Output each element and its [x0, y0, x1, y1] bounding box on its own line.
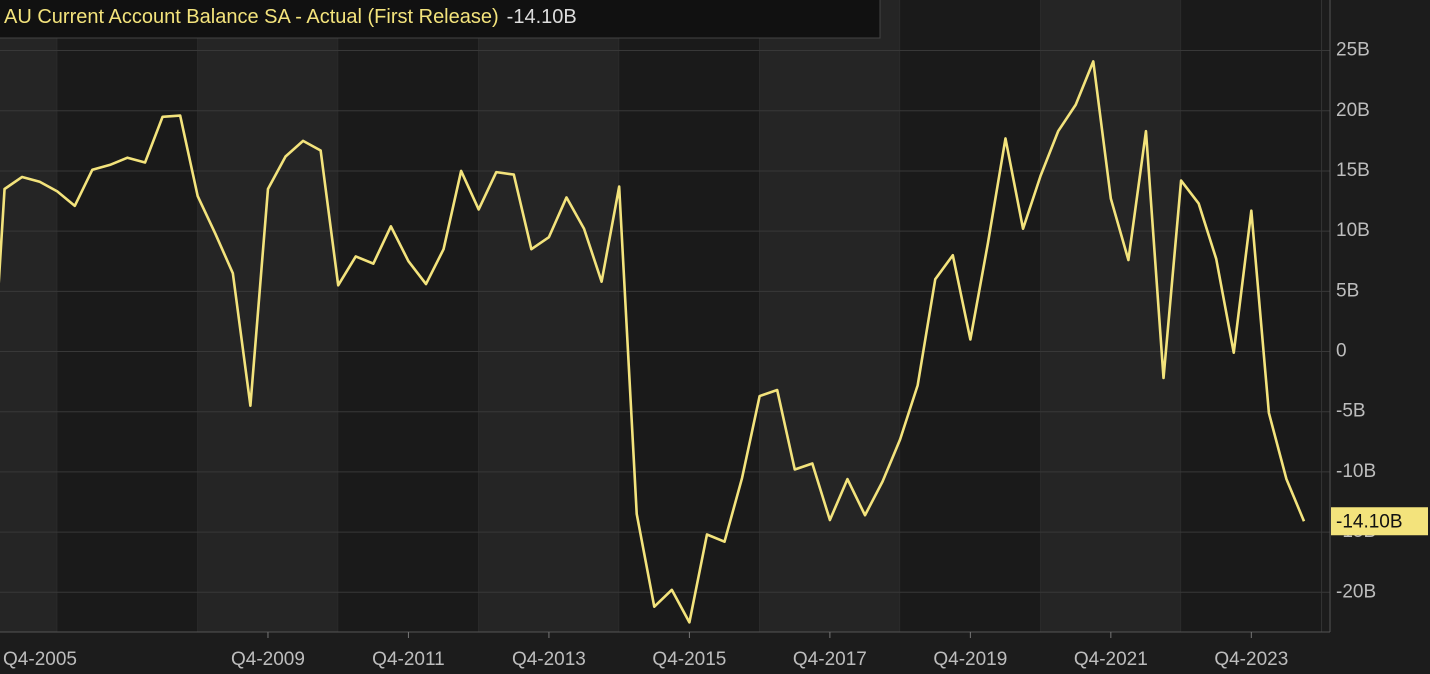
band: [619, 0, 760, 632]
value-badge-label: -14.10B: [1336, 511, 1403, 532]
y-tick-label: 15B: [1336, 160, 1370, 181]
band: [57, 0, 198, 632]
band: [900, 0, 1041, 632]
x-tick-label: Q4-2011: [372, 649, 445, 670]
title: AU Current Account Balance SA - Actual (…: [4, 6, 499, 28]
clip-group: [0, 50, 1330, 624]
x-tick-label: Q4-2013: [512, 649, 586, 670]
band: [1040, 0, 1182, 632]
x-tick-label: Q4-2015: [652, 649, 726, 670]
x-tick-label: Q4-2017: [793, 649, 867, 670]
chart-title: AU Current Account Balance SA - Actual (…: [4, 6, 577, 28]
x-tick-label: Q4-2009: [231, 649, 305, 670]
x-tick-label: Q4-2019: [933, 649, 1007, 670]
bands: [0, 0, 1323, 632]
x-tick-label: Q4-2005: [3, 649, 77, 670]
y-tick-label: -20B: [1336, 581, 1376, 602]
y-tick-label: 20B: [1336, 100, 1370, 121]
x-tick-label: Q4-2021: [1074, 649, 1148, 670]
y-tick-label: -10B: [1336, 461, 1376, 482]
y-tick-label: 25B: [1336, 40, 1370, 61]
band: [197, 0, 339, 632]
band: [338, 0, 479, 632]
title-box: [0, 0, 881, 39]
y-tick-label: -5B: [1336, 401, 1366, 422]
x-tick-label: Q4-2023: [1214, 649, 1288, 670]
value-badge: [1331, 507, 1428, 536]
band: [0, 0, 58, 632]
band: [1181, 0, 1322, 632]
band: [759, 0, 901, 632]
data-line: [0, 60, 1306, 624]
y-tick-label: 10B: [1336, 220, 1370, 241]
y-tick-label: 5B: [1336, 280, 1359, 301]
band: [478, 0, 620, 632]
title-value: -14.10B: [507, 6, 577, 28]
y-tick-label: 0: [1336, 341, 1347, 362]
